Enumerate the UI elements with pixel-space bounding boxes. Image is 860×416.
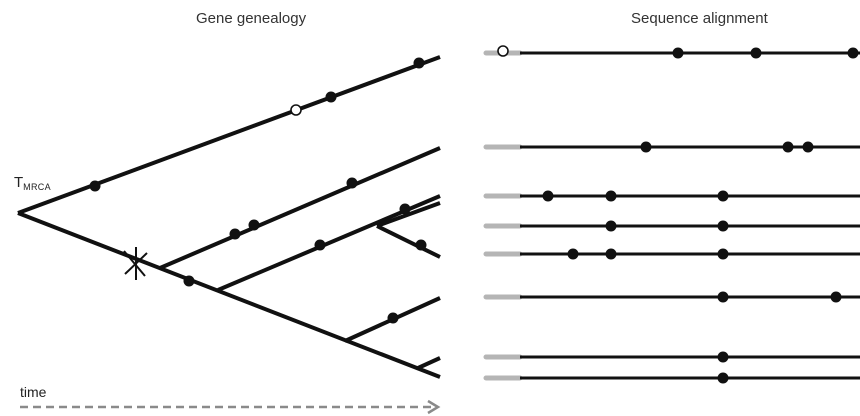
tree-branch-upper [17, 55, 441, 215]
ancestral-mutation-icon [290, 104, 302, 116]
time-arrow [20, 399, 441, 415]
mutation-dot [847, 47, 859, 59]
tree-branch-c [376, 201, 441, 228]
tree-branch-lower [17, 211, 441, 379]
mutation-dot [413, 57, 425, 69]
mutation-dot [640, 141, 652, 153]
mutation-dot [750, 47, 762, 59]
mutation-dot [248, 219, 260, 231]
mutation-dot [325, 91, 337, 103]
alignment-mutations [542, 47, 859, 384]
tree-branch-d [376, 224, 441, 259]
mutation-dot [717, 372, 729, 384]
alignment-title: Sequence alignment [631, 10, 768, 27]
alignment-sequences [520, 51, 860, 380]
mutation-dot [830, 291, 842, 303]
tree-mutations [89, 57, 427, 324]
mutation-dot [314, 239, 326, 251]
mutation-dot [346, 177, 358, 189]
recombination-icon [123, 247, 148, 280]
ancestral-mutation-icon [497, 45, 509, 57]
mutation-dot [605, 220, 617, 232]
mutation-dot [387, 312, 399, 324]
mutation-dot [183, 275, 195, 287]
mutation-dot [717, 291, 729, 303]
tree-branch-a [159, 146, 441, 270]
arrow-head-icon [427, 399, 441, 415]
tmrca-label: TMRCA [14, 174, 51, 192]
mutation-dot [567, 248, 579, 260]
mutation-dot [542, 190, 554, 202]
mutation-dot [605, 248, 617, 260]
mutation-dot [717, 248, 729, 260]
alignment-stubs [483, 50, 523, 381]
tmrca-main: T [14, 174, 24, 191]
genealogy-tree [17, 55, 441, 379]
tmrca-subscript: MRCA [23, 182, 51, 192]
mutation-dot [782, 141, 794, 153]
mutation-dot [605, 190, 617, 202]
mutation-dot [399, 203, 411, 215]
mutation-dot [672, 47, 684, 59]
mutation-dot [229, 228, 241, 240]
mutation-dot [717, 190, 729, 202]
genealogy-title: Gene genealogy [196, 10, 307, 27]
mutation-dot [415, 239, 427, 251]
tree-branch-f [417, 356, 441, 370]
time-label: time [20, 384, 47, 400]
mutation-dot [717, 351, 729, 363]
mutation-dot [89, 180, 101, 192]
mutation-dot [802, 141, 814, 153]
mutation-dot [717, 220, 729, 232]
